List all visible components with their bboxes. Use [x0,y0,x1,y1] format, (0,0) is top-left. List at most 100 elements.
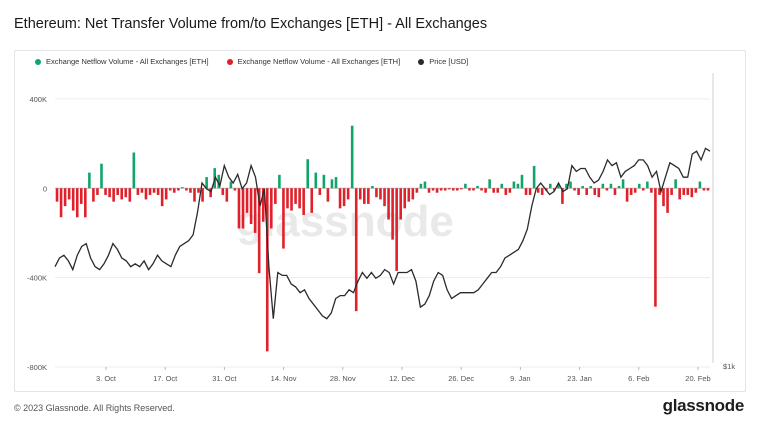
outflow-bar[interactable] [561,188,564,204]
outflow-bar[interactable] [55,188,59,202]
outflow-bar[interactable] [504,188,508,195]
outflow-bar[interactable] [641,188,645,191]
outflow-bar[interactable] [427,188,431,193]
outflow-bar[interactable] [686,188,690,195]
legend-item-price[interactable]: Price [USD] [418,57,468,66]
outflow-bar[interactable] [112,188,115,202]
inflow-bar[interactable] [371,186,374,189]
outflow-bar[interactable] [597,188,601,198]
inflow-bar[interactable] [589,186,593,189]
outflow-bar[interactable] [415,188,419,193]
outflow-bar[interactable] [59,188,63,218]
outflow-bar[interactable] [573,188,576,191]
outflow-bar[interactable] [629,188,633,195]
outflow-bar[interactable] [658,188,661,195]
outflow-bar[interactable] [431,188,435,191]
outflow-bar[interactable] [318,188,322,195]
inflow-bar[interactable] [674,179,677,189]
outflow-bar[interactable] [92,188,95,202]
outflow-bar[interactable] [480,188,483,191]
outflow-bar[interactable] [197,188,200,193]
outflow-bar[interactable] [678,188,681,200]
inflow-bar[interactable] [464,183,467,189]
outflow-bar[interactable] [249,188,253,224]
outflow-bar[interactable] [257,188,261,274]
inflow-bar[interactable] [419,183,423,189]
inflow-bar[interactable] [306,159,309,189]
outflow-bar[interactable] [168,188,172,191]
outflow-bar[interactable] [613,188,617,195]
outflow-bar[interactable] [104,188,107,195]
outflow-bar[interactable] [63,188,67,207]
outflow-bar[interactable] [605,188,609,191]
outflow-bar[interactable] [399,188,402,220]
outflow-bar[interactable] [702,188,706,191]
outflow-bar[interactable] [84,188,87,218]
legend-item-inflow[interactable]: Exchange Netflow Volume - All Exchanges … [35,57,209,66]
outflow-bar[interactable] [451,188,455,191]
outflow-bar[interactable] [536,188,540,193]
outflow-bar[interactable] [274,188,277,204]
outflow-bar[interactable] [411,188,415,200]
outflow-bar[interactable] [75,188,79,218]
inflow-bar[interactable] [229,181,233,189]
outflow-bar[interactable] [338,188,342,209]
inflow-bar[interactable] [132,152,136,189]
outflow-bar[interactable] [379,188,382,200]
outflow-bar[interactable] [694,188,698,193]
outflow-bar[interactable] [460,188,463,190]
outflow-bar[interactable] [682,188,686,195]
inflow-bar[interactable] [609,183,613,189]
inflow-bar[interactable] [565,183,568,189]
outflow-bar[interactable] [71,188,75,211]
inflow-bar[interactable] [476,186,479,189]
outflow-bar[interactable] [233,188,237,191]
inflow-bar[interactable] [512,181,516,189]
outflow-bar[interactable] [358,188,362,200]
outflow-bar[interactable] [261,188,265,222]
outflow-bar[interactable] [528,188,532,195]
inflow-bar[interactable] [322,174,326,189]
outflow-bar[interactable] [67,188,71,200]
outflow-bar[interactable] [553,188,556,191]
outflow-bar[interactable] [439,188,443,191]
outflow-bar[interactable] [310,188,314,213]
outflow-bar[interactable] [221,188,225,195]
outflow-bar[interactable] [189,188,192,193]
outflow-bar[interactable] [124,188,128,198]
outflow-bar[interactable] [164,188,168,200]
outflow-bar[interactable] [625,188,629,202]
outflow-bar[interactable] [407,188,411,202]
outflow-bar[interactable] [492,188,495,193]
outflow-bar[interactable] [633,188,637,193]
outflow-bar[interactable] [193,188,196,202]
outflow-bar[interactable] [524,188,528,195]
inflow-bar[interactable] [581,186,584,189]
outflow-bar[interactable] [585,188,588,195]
inflow-bar[interactable] [350,125,354,189]
outflow-bar[interactable] [363,188,366,204]
inflow-bar[interactable] [557,183,560,189]
inflow-bar[interactable] [549,183,552,189]
outflow-bar[interactable] [387,188,390,220]
outflow-bar[interactable] [298,188,301,209]
outflow-bar[interactable] [650,188,653,193]
outflow-bar[interactable] [690,188,694,198]
outflow-bar[interactable] [391,188,394,240]
inflow-bar[interactable] [520,174,524,189]
outflow-bar[interactable] [96,188,99,195]
inflow-bar[interactable] [488,179,491,189]
outflow-bar[interactable] [654,188,657,307]
inflow-bar[interactable] [330,179,334,189]
outflow-bar[interactable] [156,188,160,195]
outflow-bar[interactable] [144,188,148,200]
outflow-bar[interactable] [395,188,398,271]
outflow-bar[interactable] [443,188,447,191]
legend-item-outflow[interactable]: Exchange Netflow Volume - All Exchanges … [226,57,400,66]
inflow-bar[interactable] [516,183,520,189]
outflow-bar[interactable] [540,188,544,195]
outflow-bar[interactable] [245,188,249,213]
outflow-bar[interactable] [286,188,289,209]
outflow-bar[interactable] [447,188,451,190]
outflow-bar[interactable] [662,188,665,207]
